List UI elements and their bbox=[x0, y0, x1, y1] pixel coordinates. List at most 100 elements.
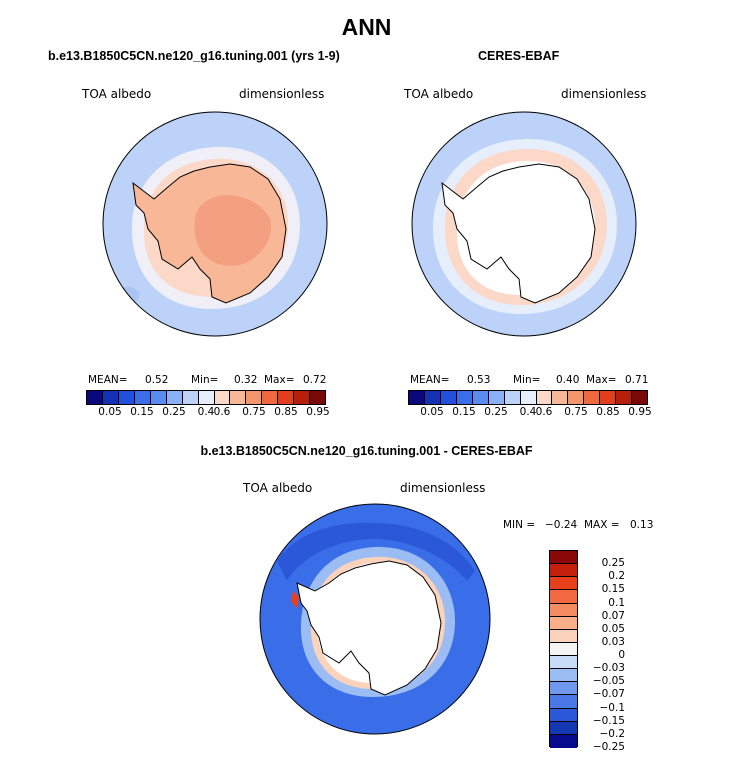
panel2-colorbar-swatch bbox=[568, 391, 585, 404]
panel2-colorbar bbox=[408, 390, 648, 405]
diff-colorbar-tick-label: 0.25 bbox=[601, 557, 625, 570]
panel1-low-albedo-patch bbox=[116, 286, 140, 311]
diff-map-border bbox=[259, 503, 491, 735]
panel2-map bbox=[411, 111, 637, 337]
diff-colorbar-swatch bbox=[550, 669, 577, 683]
diff-colorbar-tick-label: 0.03 bbox=[601, 635, 625, 648]
diff-map bbox=[259, 503, 491, 735]
diff-colorbar-swatch bbox=[550, 734, 577, 748]
diff-colorbar-tick-label: 0.2 bbox=[608, 570, 625, 583]
panel2-colorbar-tick-label: 0.05 bbox=[420, 406, 444, 418]
panel1-high-albedo-plateau bbox=[194, 195, 271, 266]
panel1-colorbar-tick-label: 0.75 bbox=[242, 406, 266, 418]
panel1-colorbar-tick-label: 0.15 bbox=[130, 406, 154, 418]
diff-colorbar-tick-label: 0.1 bbox=[608, 596, 625, 609]
panel2-min-label: Min= bbox=[513, 374, 541, 386]
panel2-title: CERES-EBAF bbox=[478, 49, 560, 63]
panel1-colorbar-swatch bbox=[134, 391, 151, 404]
panel2-right-label: dimensionless bbox=[561, 87, 647, 101]
panel2-max-label: Max= bbox=[586, 374, 617, 386]
panel1-colorbar-swatch bbox=[246, 391, 263, 404]
panel2-mean-value: 0.53 bbox=[467, 374, 491, 386]
diff-colorbar-swatch bbox=[550, 577, 577, 591]
panel1-colorbar-swatch bbox=[87, 391, 103, 404]
panel1-right-label: dimensionless bbox=[239, 87, 325, 101]
panel1-colorbar-tick-label: 0.25 bbox=[162, 406, 186, 418]
diff-colorbar-swatch bbox=[550, 603, 577, 617]
diff-max-value: 0.13 bbox=[630, 519, 654, 531]
panel2-antarctica bbox=[441, 163, 596, 304]
panel2-max-value: 0.71 bbox=[625, 374, 649, 386]
panel1-colorbar-swatch bbox=[294, 391, 311, 404]
panel2-colorbar-tick-label: 0.75 bbox=[564, 406, 588, 418]
panel2-colorbar-swatch bbox=[504, 391, 521, 404]
diff-colorbar-swatch bbox=[550, 616, 577, 630]
panel2-colorbar-swatch bbox=[472, 391, 489, 404]
panel1-colorbar bbox=[86, 390, 326, 405]
diff-colorbar-tick-label: −0.03 bbox=[592, 662, 625, 675]
panel2-colorbar-swatch bbox=[440, 391, 457, 404]
panel2-colorbar-tick-label: 0.15 bbox=[452, 406, 476, 418]
panel1-min-value: 0.32 bbox=[234, 374, 258, 386]
panel2-colorbar-swatch bbox=[488, 391, 505, 404]
diff-colorbar-swatch bbox=[550, 708, 577, 722]
diff-left-label: TOA albedo bbox=[243, 481, 313, 495]
panel1-colorbar-swatch bbox=[182, 391, 199, 404]
panel2-colorbar-swatch bbox=[632, 391, 648, 404]
panel1-colorbar-swatch bbox=[102, 391, 119, 404]
diff-min-value: −0.24 bbox=[545, 519, 578, 531]
diff-colorbar-tick-label: 0.15 bbox=[601, 583, 625, 596]
diff-right-label: dimensionless bbox=[400, 481, 486, 495]
diff-panel-title: b.e13.B1850C5CN.ne120_g16.tuning.001 - C… bbox=[200, 444, 533, 458]
panel2-colorbar-ticks: 0.05 0.15 0.25 0.4 0.6 0.75 0.85 0.95 bbox=[408, 406, 651, 420]
panel2-map-border bbox=[411, 111, 637, 337]
panel2-left-label: TOA albedo bbox=[404, 87, 474, 101]
panel2-colorbar-tick-label: 0.25 bbox=[484, 406, 508, 418]
diff-colorbar-tick-label: −0.25 bbox=[592, 741, 625, 753]
diff-colorbar-tick-label: −0.15 bbox=[592, 714, 625, 727]
panel2-colorbar-tick-label: 0.4 bbox=[519, 406, 537, 418]
diff-colorbar-swatch bbox=[550, 682, 577, 696]
panel1-min-label: Min= bbox=[191, 374, 219, 386]
diff-colorbar-swatch bbox=[550, 642, 577, 656]
panel2-colorbar-swatch bbox=[424, 391, 441, 404]
figure-title: ANN bbox=[341, 14, 392, 40]
panel1-colorbar-swatch bbox=[310, 391, 326, 404]
diff-colorbar-swatch bbox=[550, 564, 577, 578]
diff-colorbar-tick-label: −0.07 bbox=[592, 688, 625, 701]
diff-colorbar-swatch bbox=[550, 551, 577, 565]
panel1-title: b.e13.B1850C5CN.ne120_g16.tuning.001 (yr… bbox=[48, 49, 340, 63]
diff-strong-negative-band bbox=[277, 522, 475, 581]
panel2-colorbar-swatch bbox=[584, 391, 601, 404]
panel1-colorbar-tick-label: 0.95 bbox=[306, 406, 330, 418]
panel1-colorbar-ticks: 0.05 0.15 0.25 0.4 0.6 0.75 0.85 0.95 bbox=[86, 406, 329, 420]
diff-colorbar-ticks: 0.25 0.2 0.15 0.1 0.07 0.05 0.03 0 −0.03 −0.05 −0.… bbox=[585, 550, 645, 753]
diff-min-label: MIN = bbox=[503, 519, 536, 531]
panel1-colorbar-swatch bbox=[230, 391, 247, 404]
panel1-max-value: 0.72 bbox=[303, 374, 327, 386]
panel1-colorbar-swatch bbox=[198, 391, 215, 404]
diff-peninsula-positive bbox=[291, 591, 299, 609]
diff-colorbar-swatch bbox=[550, 590, 577, 604]
panel1-colorbar-tick-label: 0.05 bbox=[98, 406, 122, 418]
diff-colorbar-tick-label: −0.1 bbox=[599, 701, 626, 714]
panel1-colorbar-swatch bbox=[166, 391, 183, 404]
panel1-map bbox=[102, 111, 328, 337]
panel1-max-label: Max= bbox=[264, 374, 295, 386]
diff-antarctica bbox=[296, 560, 442, 696]
panel1-colorbar-swatch bbox=[278, 391, 295, 404]
panel2-mean-label: MEAN= bbox=[410, 374, 450, 386]
diff-colorbar-tick-label: −0.05 bbox=[592, 675, 625, 688]
panel1-colorbar-swatch bbox=[262, 391, 279, 404]
panel2-colorbar-swatch bbox=[552, 391, 569, 404]
panel2-min-value: 0.40 bbox=[556, 374, 580, 386]
panel1-mean-value: 0.52 bbox=[145, 374, 169, 386]
panel2-colorbar-tick-label: 0.6 bbox=[535, 406, 553, 418]
panel2-colorbar-swatch bbox=[616, 391, 633, 404]
diff-colorbar-tick-label: −0.2 bbox=[599, 727, 626, 740]
panel1-mean-label: MEAN= bbox=[88, 374, 128, 386]
panel1-colorbar-tick-label: 0.4 bbox=[197, 406, 215, 418]
panel2-colorbar-swatch bbox=[600, 391, 617, 404]
panel1-colorbar-swatch bbox=[118, 391, 135, 404]
diff-colorbar bbox=[549, 550, 578, 748]
